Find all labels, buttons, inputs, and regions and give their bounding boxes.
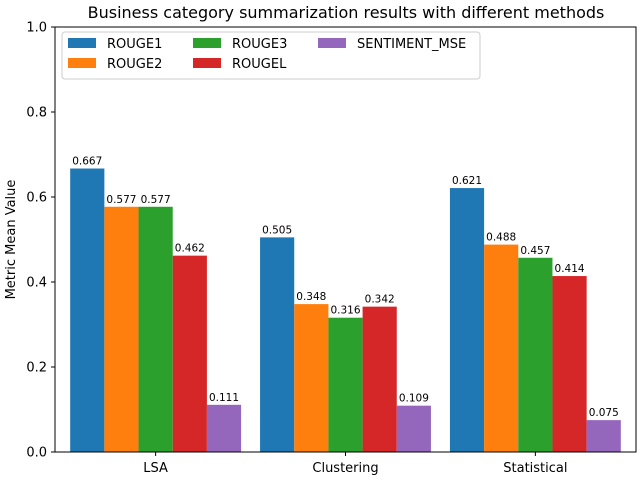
legend-label-rouge1: ROUGE1 — [107, 37, 162, 52]
bar-rouge3-clustering — [328, 317, 363, 452]
data-label: 0.414 — [555, 263, 585, 275]
data-label: 0.316 — [330, 305, 360, 317]
bar-rouge1-statistical — [449, 188, 485, 452]
bars-layer — [70, 168, 621, 453]
data-label: 0.462 — [175, 243, 205, 255]
y-tick-label: 0.6 — [26, 191, 47, 206]
data-label: 0.342 — [365, 294, 395, 306]
data-label: 0.348 — [296, 291, 326, 303]
legend-label-rouge3: ROUGE3 — [232, 37, 287, 52]
chart-title: Business category summarization results … — [88, 3, 605, 22]
y-tick-label: 0.8 — [26, 106, 47, 121]
bar-sentiment_mse-lsa — [206, 404, 242, 452]
y-tick-label: 0.0 — [26, 446, 47, 461]
y-tick-label: 1.0 — [26, 21, 47, 36]
data-label: 0.075 — [589, 407, 619, 419]
bar-sentiment_mse-statistical — [586, 420, 621, 453]
bar-rouge3-statistical — [518, 257, 553, 452]
x-tick-label: Clustering — [312, 461, 378, 476]
x-tick-label: Statistical — [503, 461, 567, 476]
data-label: 0.621 — [452, 175, 482, 187]
bar-rougel-clustering — [362, 306, 397, 452]
bar-rouge1-clustering — [260, 237, 295, 453]
legend: ROUGE1 ROUGE2 ROUGE3 ROUGEL SENTIMENT_MSE — [61, 31, 481, 80]
data-labels-layer: 0.667 0.505 0.621 0.577 0.348 0.488 0.577 0.316… — [72, 156, 619, 420]
legend-label-sentiment_mse: SENTIMENT_MSE — [357, 37, 466, 52]
axes-layer: 0.0 0.2 0.4 0.6 0.8 1.0 LSA Clustering Statistic… — [26, 21, 637, 476]
bar-rouge2-lsa — [104, 206, 139, 452]
x-tick-label: LSA — [143, 461, 168, 476]
data-label: 0.457 — [520, 245, 550, 257]
legend-swatch-sentiment_mse — [318, 38, 346, 48]
bar-rougel-statistical — [552, 276, 587, 452]
data-label: 0.109 — [399, 393, 429, 405]
legend-label-rougel: ROUGEL — [232, 57, 287, 72]
data-label: 0.577 — [106, 194, 136, 206]
legend-swatch-rouge2 — [68, 58, 96, 68]
bar-rouge1-lsa — [70, 168, 105, 452]
legend-box — [61, 31, 481, 80]
legend-label-rouge2: ROUGE2 — [107, 57, 162, 72]
bar-sentiment_mse-clustering — [396, 405, 431, 452]
legend-swatch-rouge1 — [68, 38, 96, 48]
data-label: 0.577 — [141, 194, 171, 206]
legend-swatch-rougel — [193, 58, 221, 68]
data-label: 0.505 — [262, 224, 292, 236]
data-label: 0.667 — [72, 156, 102, 168]
data-label: 0.111 — [209, 392, 239, 404]
bar-rouge2-clustering — [294, 304, 329, 452]
bar-rouge3-lsa — [138, 206, 173, 452]
y-tick-label: 0.2 — [26, 361, 47, 376]
bar-rouge2-statistical — [484, 244, 519, 452]
data-label: 0.488 — [486, 232, 516, 244]
y-axis-label: Metric Mean Value — [4, 180, 19, 300]
bar-rougel-lsa — [172, 255, 207, 452]
y-tick-label: 0.4 — [26, 276, 47, 291]
legend-swatch-rouge3 — [193, 38, 221, 48]
